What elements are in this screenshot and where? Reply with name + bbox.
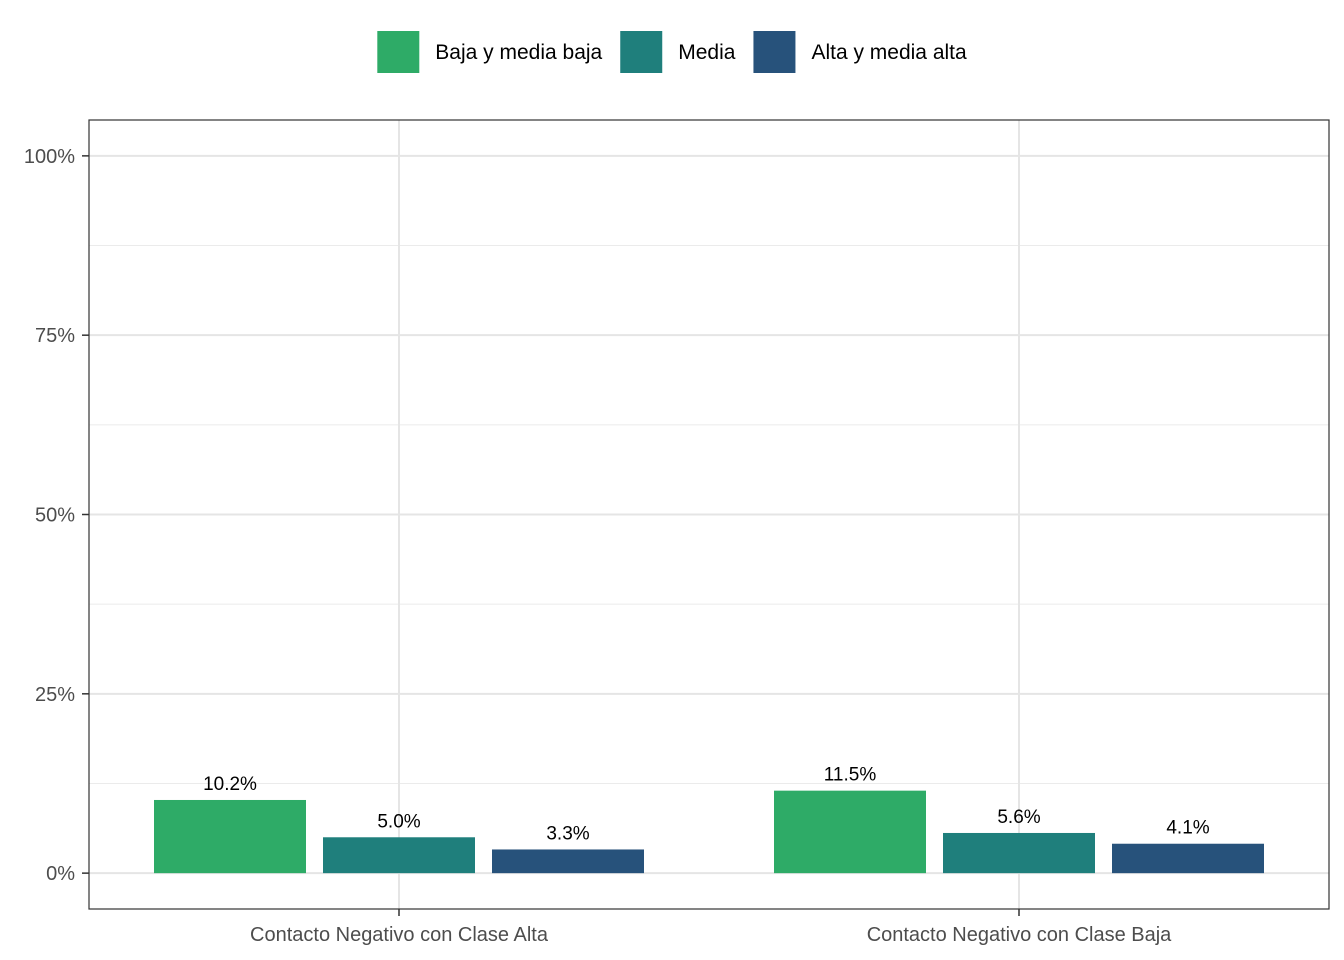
y-tick-label: 0% — [46, 863, 75, 885]
data-label: 5.6% — [997, 807, 1040, 828]
data-label: 5.0% — [377, 811, 420, 832]
grid — [89, 120, 1329, 909]
legend-item: Baja y media baja — [377, 31, 603, 73]
x-tick-label: Contacto Negativo con Clase Baja — [867, 924, 1172, 946]
bar — [774, 790, 926, 874]
bar — [492, 849, 644, 874]
data-label: 11.5% — [824, 765, 877, 786]
x-tick-label: Contacto Negativo con Clase Alta — [250, 924, 549, 946]
bars — [154, 790, 1264, 874]
legend-item: Media — [620, 31, 736, 73]
legend: Baja y media baja Media Alta y media alta — [377, 31, 967, 73]
legend-swatch — [377, 31, 420, 73]
bar — [154, 799, 306, 874]
legend-item: Alta y media alta — [753, 31, 967, 73]
legend-label: Media — [678, 41, 736, 64]
y-tick-label: 100% — [24, 146, 75, 168]
y-tick-label: 50% — [35, 505, 75, 527]
legend-swatch — [753, 31, 796, 73]
axes: 0% 25% 50% 75% 100% Contacto Negativo con Cla… — [24, 146, 1172, 946]
data-label: 4.1% — [1166, 818, 1209, 839]
bar — [323, 837, 475, 874]
data-label: 3.3% — [546, 823, 589, 844]
legend-label: Baja y media baja — [435, 41, 602, 64]
y-tick-label: 75% — [35, 325, 75, 347]
bar — [1112, 843, 1264, 874]
legend-label: Alta y media alta — [811, 41, 967, 64]
data-labels: 10.2% 11.5% 5.0% 5.6% 3.3% 4.1% — [203, 765, 1210, 845]
data-label: 10.2% — [203, 774, 257, 795]
legend-swatch — [620, 31, 663, 73]
y-tick-label: 25% — [35, 684, 75, 706]
bar — [943, 832, 1095, 874]
